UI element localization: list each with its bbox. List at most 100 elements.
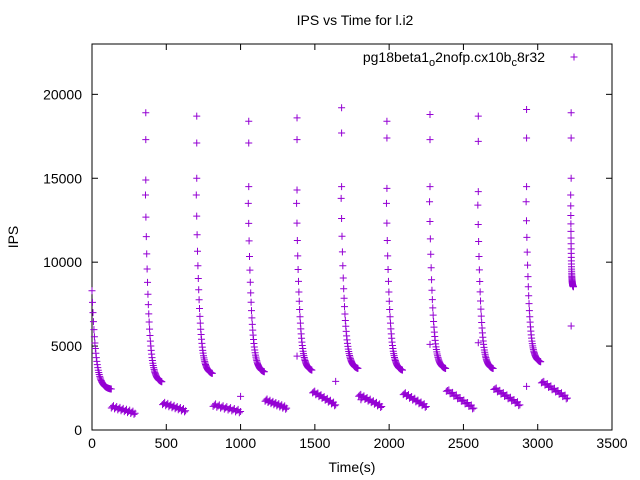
data-point — [293, 114, 301, 122]
legend-marker-glyph — [570, 53, 578, 61]
data-point — [90, 326, 98, 334]
data-point — [338, 248, 346, 256]
data-point — [426, 235, 434, 243]
y-tick-label: 5000 — [51, 338, 82, 354]
data-point — [567, 202, 575, 210]
data-point — [145, 310, 153, 318]
data-point — [354, 364, 362, 372]
data-point — [293, 136, 301, 144]
data-point — [523, 233, 531, 241]
data-point — [427, 264, 435, 272]
legend: pg18beta1o2nofp.cx10bc8r32 — [363, 49, 578, 69]
data-point — [142, 109, 150, 117]
legend-label: pg18beta1o2nofp.cx10bc8r32 — [363, 49, 545, 69]
data-point — [247, 289, 255, 297]
data-point — [295, 297, 303, 305]
data-series — [88, 104, 577, 418]
data-point — [525, 307, 533, 315]
data-point — [428, 276, 436, 284]
data-point — [341, 303, 349, 311]
data-point — [296, 313, 304, 321]
data-point — [474, 201, 482, 209]
data-point — [385, 297, 393, 305]
data-point — [130, 410, 138, 418]
y-axis-label: IPS — [5, 226, 21, 249]
data-point — [386, 306, 394, 314]
data-point — [567, 174, 575, 182]
data-point — [426, 136, 434, 144]
data-point — [426, 340, 434, 348]
data-point — [145, 318, 153, 326]
data-point — [245, 139, 253, 147]
data-point — [476, 288, 484, 296]
data-point — [293, 199, 301, 207]
data-point — [474, 188, 482, 196]
data-point — [181, 408, 189, 416]
data-point — [142, 213, 150, 221]
data-point — [426, 198, 434, 206]
data-point — [295, 288, 303, 296]
data-point — [193, 212, 201, 220]
data-point — [193, 112, 201, 120]
data-point — [477, 312, 485, 320]
data-point — [524, 273, 532, 281]
data-point — [523, 382, 531, 390]
data-point — [338, 104, 346, 112]
data-point — [470, 404, 478, 412]
data-point — [246, 252, 254, 260]
x-axis: 0 500 1000 1500 2000 2500 3000 3500 — [88, 44, 628, 451]
data-point — [131, 409, 139, 417]
y-tick-label: 15000 — [43, 170, 82, 186]
data-point — [476, 278, 484, 286]
data-point — [208, 369, 216, 377]
x-tick-label: 1500 — [299, 435, 330, 451]
data-point — [567, 227, 575, 235]
data-point — [308, 366, 316, 374]
chart-title: IPS vs Time for l.i2 — [297, 12, 414, 28]
data-point — [194, 247, 202, 255]
data-point — [245, 183, 253, 191]
data-point — [525, 292, 533, 300]
x-tick-label: 1000 — [225, 435, 256, 451]
data-point — [426, 217, 434, 225]
data-point — [146, 325, 154, 333]
data-point — [293, 186, 301, 194]
data-point — [442, 364, 450, 372]
data-point — [378, 403, 386, 411]
data-point — [385, 288, 393, 296]
data-point — [377, 403, 385, 411]
data-point — [338, 232, 346, 240]
data-point — [182, 407, 190, 415]
x-tick-label: 3000 — [522, 435, 553, 451]
data-point — [524, 283, 532, 291]
data-point — [422, 403, 430, 411]
data-point — [89, 309, 97, 317]
data-point — [195, 286, 203, 294]
data-point — [246, 278, 254, 286]
data-point — [293, 237, 301, 245]
data-point — [339, 262, 347, 270]
data-point — [260, 368, 268, 376]
data-point — [428, 296, 436, 304]
data-point — [383, 117, 391, 125]
y-tick-label: 0 — [74, 422, 82, 438]
data-point — [337, 194, 345, 202]
data-point — [429, 304, 437, 312]
data-point — [516, 401, 524, 409]
data-point — [283, 404, 291, 412]
x-tick-label: 500 — [155, 435, 179, 451]
data-point — [144, 301, 152, 309]
data-point — [247, 298, 255, 306]
data-point — [522, 198, 530, 206]
data-point — [293, 219, 301, 227]
data-point — [477, 297, 485, 305]
data-point — [88, 287, 96, 295]
data-point — [142, 136, 150, 144]
data-point — [469, 405, 477, 413]
data-point — [246, 266, 254, 274]
data-point — [196, 312, 204, 320]
x-tick-label: 3500 — [596, 435, 627, 451]
data-point — [144, 290, 152, 298]
